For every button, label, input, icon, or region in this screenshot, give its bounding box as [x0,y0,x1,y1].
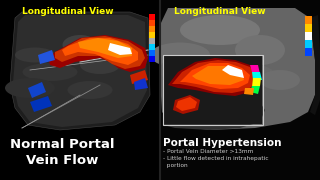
Polygon shape [250,65,260,74]
Polygon shape [55,36,145,69]
Text: Longitudinal View: Longitudinal View [174,7,266,16]
Polygon shape [108,43,132,55]
Polygon shape [78,38,132,58]
Polygon shape [168,58,258,96]
Polygon shape [134,78,148,90]
Text: - Portal Vein Diameter >13mm: - Portal Vein Diameter >13mm [163,149,253,154]
Ellipse shape [180,15,260,45]
Bar [149,44,155,50]
Polygon shape [176,97,197,111]
Polygon shape [10,12,150,130]
Polygon shape [173,95,200,114]
Polygon shape [180,63,250,89]
Bar [305,32,312,40]
Polygon shape [48,35,148,72]
Bar [305,24,312,32]
Text: Portal Hypertension: Portal Hypertension [163,138,282,148]
Polygon shape [252,78,261,87]
Bar [149,50,155,56]
Ellipse shape [205,62,275,87]
Ellipse shape [22,63,77,81]
Polygon shape [250,86,260,94]
Ellipse shape [175,100,245,120]
Polygon shape [222,65,244,78]
Text: portion: portion [163,163,188,168]
Polygon shape [160,8,315,130]
Polygon shape [28,82,46,98]
Bar [0,0,160,180]
Ellipse shape [165,80,215,100]
Polygon shape [130,70,148,84]
Polygon shape [244,88,254,95]
Bar [149,32,155,38]
Polygon shape [38,50,55,64]
Text: - Little flow detected in intrahepatic: - Little flow detected in intrahepatic [163,156,268,161]
Ellipse shape [5,78,55,98]
Polygon shape [192,66,244,85]
Text: Normal Portal
Vein Flow: Normal Portal Vein Flow [10,138,114,167]
Bar [149,14,155,20]
Polygon shape [310,15,320,115]
Bar [163,55,263,125]
Bar [164,56,262,124]
Ellipse shape [260,70,300,90]
Polygon shape [30,96,52,112]
Bar [305,48,312,56]
Bar [149,38,155,44]
Polygon shape [163,88,265,130]
Bar [160,0,320,180]
Polygon shape [13,15,147,127]
Ellipse shape [62,35,98,55]
Bar [149,20,155,26]
Ellipse shape [15,48,55,62]
Text: Longitudinal View: Longitudinal View [22,7,114,16]
Polygon shape [62,38,138,65]
Bar [149,26,155,32]
Bar [305,16,312,24]
Ellipse shape [235,35,285,65]
Ellipse shape [160,57,190,82]
Polygon shape [172,60,256,93]
Ellipse shape [80,56,120,74]
Bar [149,56,155,62]
Polygon shape [252,72,262,80]
Ellipse shape [68,81,113,99]
Ellipse shape [150,42,210,68]
Bar [305,40,312,48]
